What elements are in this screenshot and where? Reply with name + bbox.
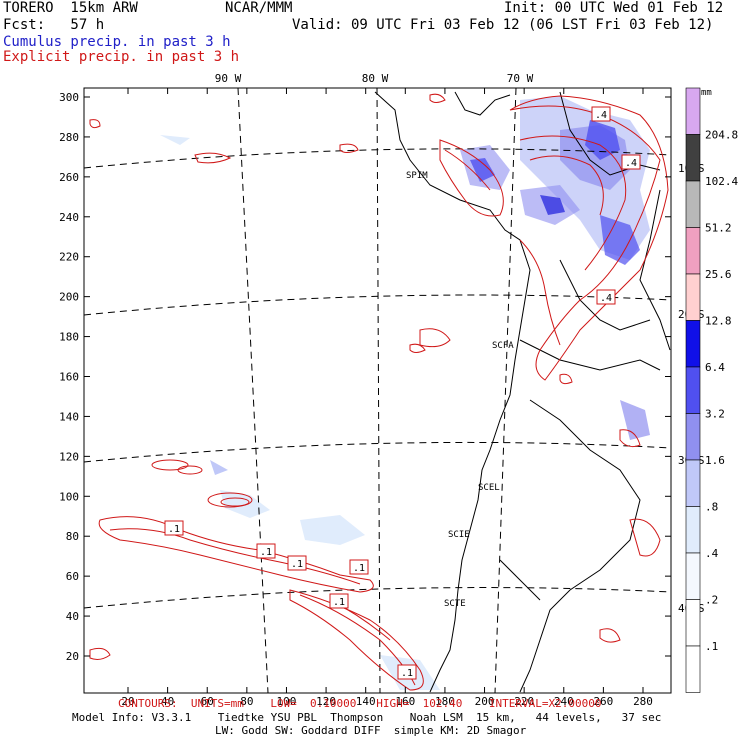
- y-tick-label: 120: [59, 450, 79, 463]
- cumulus-precip-title: Cumulus precip. in past 3 h: [3, 34, 231, 50]
- contour-label: .1: [401, 668, 413, 679]
- legend-swatch: [685, 180, 701, 228]
- x-tick-label: 60: [201, 695, 214, 708]
- y-tick-label: 180: [59, 331, 79, 344]
- contour-label-box: [256, 543, 276, 559]
- y-tick-label: 140: [59, 410, 79, 423]
- station-label: SCTE: [444, 599, 466, 609]
- station-label: SCIE: [448, 530, 470, 540]
- model-title: TORERO 15km ARW: [3, 0, 138, 16]
- legend-swatch: [685, 413, 701, 461]
- y-tick-label: 260: [59, 171, 79, 184]
- x-tick-label: 240: [554, 695, 574, 708]
- legend-level-label: 12.8: [705, 315, 732, 328]
- contour-label: .1: [168, 524, 180, 535]
- explicit-precip-title: Explicit precip. in past 3 h: [3, 49, 240, 65]
- y-tick-label: 40: [66, 610, 79, 623]
- lat-lon-grid: [83, 87, 672, 694]
- contour-label-box: [397, 664, 417, 680]
- x-tick-label: 120: [316, 695, 336, 708]
- contour-label-box: [349, 559, 369, 575]
- longitude-label: 90 W: [215, 72, 242, 85]
- legend-level-label: .4: [705, 547, 719, 560]
- contour-label: .1: [260, 547, 272, 558]
- contour-label: .4: [600, 293, 612, 304]
- y-tick-label: 220: [59, 251, 79, 264]
- y-tick-label: 240: [59, 211, 79, 224]
- y-tick-label: 100: [59, 490, 79, 503]
- model-info: Model Info: V3.3.1 Tiedtke YSU PBL Thomp…: [72, 711, 662, 724]
- contour-label-box: [164, 520, 184, 536]
- legend-swatch: [685, 87, 701, 135]
- legend-level-label: .2: [705, 594, 718, 607]
- y-tick-label: 160: [59, 371, 79, 384]
- station-label: SCEL: [478, 483, 500, 493]
- legend-level-label: 6.4: [705, 361, 725, 374]
- legend-swatch: [685, 645, 701, 693]
- physics-info: LW: Godd SW: Goddard DIFF simple KM: 2D …: [215, 724, 527, 737]
- legend-level-label: 3.2: [705, 408, 725, 421]
- legend-level-label: .1: [705, 640, 718, 653]
- legend-swatch: [685, 273, 701, 321]
- legend-level-label: .8: [705, 501, 718, 514]
- contour-label-box: [596, 289, 616, 305]
- y-tick-label: 60: [66, 570, 79, 583]
- contour-label-box: [621, 154, 641, 170]
- x-tick-label: 260: [593, 695, 613, 708]
- organization: NCAR/MMM: [225, 0, 293, 16]
- legend-unit: mm: [701, 88, 712, 98]
- legend-level-label: 25.6: [705, 268, 732, 281]
- legend-level-label: 102.4: [705, 175, 738, 188]
- contour-label: .4: [595, 110, 607, 121]
- x-tick-label: 80: [240, 695, 253, 708]
- station-label: SPIM: [406, 171, 428, 181]
- longitude-label: 70 W: [507, 72, 534, 85]
- legend-swatch: [685, 599, 701, 647]
- legend-swatch: [685, 459, 701, 507]
- x-tick-label: 140: [356, 695, 376, 708]
- legend-swatch: [685, 320, 701, 368]
- x-tick-label: 200: [475, 695, 495, 708]
- legend-level-label: 1.6: [705, 454, 725, 467]
- legend-swatch: [685, 366, 701, 414]
- x-tick-label: 40: [161, 695, 174, 708]
- contour-label: .1: [353, 563, 365, 574]
- contour-label-box: [329, 593, 349, 609]
- legend-level-label: 204.8: [705, 129, 738, 142]
- x-tick-label: 20: [121, 695, 134, 708]
- legend-swatch: [685, 552, 701, 600]
- y-tick-label: 80: [66, 530, 79, 543]
- init-time: Init: 00 UTC Wed 01 Feb 12: [504, 0, 724, 16]
- contour-label: .1: [333, 597, 345, 608]
- longitude-label: 80 W: [362, 72, 389, 85]
- forecast-hour: Fcst: 57 h: [3, 17, 105, 33]
- x-tick-label: 100: [277, 695, 297, 708]
- contour-label-box: [287, 555, 307, 571]
- y-tick-label: 200: [59, 291, 79, 304]
- x-tick-label: 220: [514, 695, 534, 708]
- y-tick-label: 300: [59, 91, 79, 104]
- contour-label: .4: [625, 158, 637, 169]
- x-tick-label: 280: [633, 695, 653, 708]
- valid-time: Valid: 09 UTC Fri 03 Feb 12 (06 LST Fri …: [292, 17, 714, 33]
- contours-info: CONTOURS: UNITS=mm LOW= 0.10000 HIGH= 10…: [118, 697, 602, 710]
- legend-swatch: [685, 134, 701, 182]
- coastline: [374, 91, 671, 693]
- y-tick-label: 280: [59, 131, 79, 144]
- legend-swatch: [685, 227, 701, 275]
- station-label: SCFA: [492, 341, 514, 351]
- legend-swatch: [685, 506, 701, 554]
- contour-label-box: [591, 106, 611, 122]
- x-tick-label: 180: [435, 695, 455, 708]
- contour-label: .1: [291, 559, 303, 570]
- x-tick-label: 160: [395, 695, 415, 708]
- y-tick-label: 20: [66, 650, 79, 663]
- legend-level-label: 51.2: [705, 222, 732, 235]
